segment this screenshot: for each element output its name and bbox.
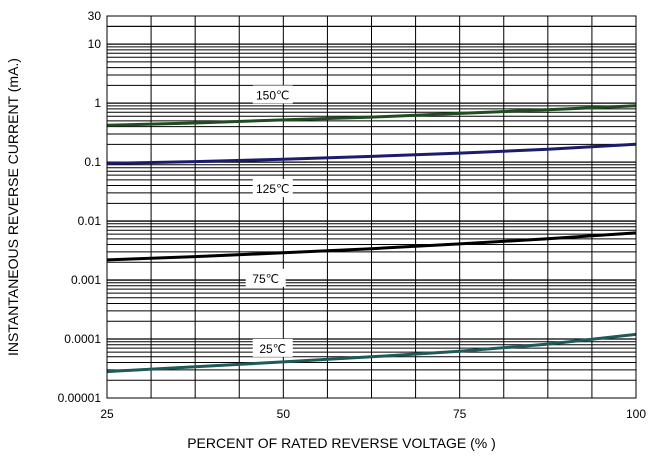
y-tick-label: 0.01	[78, 214, 102, 228]
x-tick-labels: 25 50 75 100	[100, 407, 646, 421]
x-tick-label: 75	[453, 407, 467, 421]
y-tick-label: 0.1	[84, 155, 101, 169]
x-tick-label: 25	[100, 407, 114, 421]
curve-label-text: 25℃	[259, 342, 286, 356]
y-tick-labels: 0.00001 0.0001 0.001 0.01 0.1 1 10 30	[58, 9, 102, 405]
curve-label-text: 125℃	[256, 182, 290, 196]
series-line-3	[106, 231, 637, 262]
curve-label-bg	[252, 85, 293, 104]
series-line-4	[106, 332, 637, 374]
curve-label-bg	[252, 338, 293, 357]
curve-label-1: 150℃	[252, 85, 293, 104]
x-axis-title: PERCENT OF RATED REVERSE VOLTAGE (% )	[187, 435, 496, 451]
x-tick-label: 100	[626, 407, 646, 421]
y-tick-label: 10	[88, 37, 102, 51]
y-tick-label: 1	[94, 96, 101, 110]
grid-lines	[107, 16, 636, 398]
x-tick-label: 50	[277, 407, 291, 421]
series-lines	[106, 104, 637, 374]
y-tick-label: 30	[88, 9, 102, 23]
series-line-1	[106, 104, 637, 127]
curve-label-3: 75℃	[245, 268, 286, 287]
series-line-2	[106, 142, 637, 165]
curve-labels: 150℃ 125℃ 75℃ 25℃	[245, 85, 293, 357]
curve-label-bg	[245, 268, 286, 287]
y-tick-label: 0.0001	[64, 332, 101, 346]
y-axis-title: INSTANTANEOUS REVERSE CURRENT (mA.)	[5, 58, 21, 356]
curve-label-text: 150℃	[256, 88, 290, 102]
plot-frame	[106, 15, 637, 399]
y-tick-label: 0.00001	[58, 391, 102, 405]
curve-label-4: 25℃	[252, 338, 293, 357]
curve-label-2: 125℃	[252, 178, 293, 197]
curve-label-bg	[252, 178, 293, 197]
y-tick-label: 0.001	[71, 273, 101, 287]
curve-label-text: 75℃	[252, 272, 279, 286]
